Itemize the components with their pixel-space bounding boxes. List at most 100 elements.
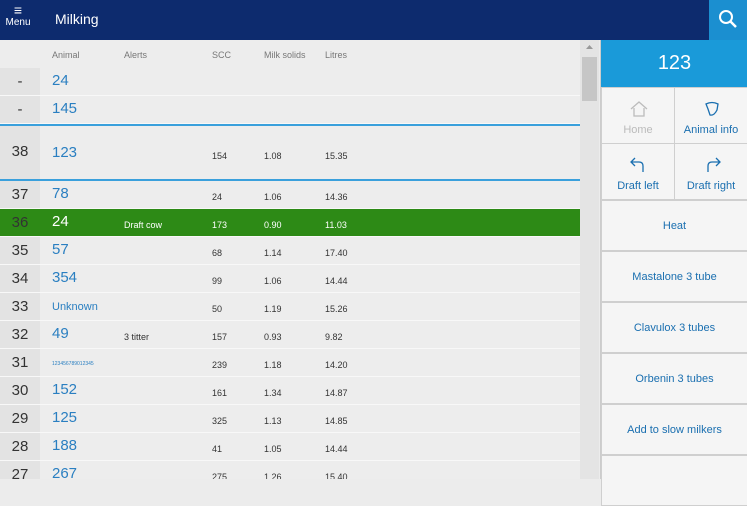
column-header: Litres — [325, 50, 348, 60]
scc-cell: 157 — [212, 332, 228, 342]
stall-cell: 28 — [11, 438, 29, 455]
home-button[interactable]: Home — [601, 87, 675, 144]
stall-cell: 27 — [11, 466, 29, 479]
animal-cell: 57 — [52, 241, 69, 258]
solids-cell: 0.93 — [264, 332, 282, 342]
solids-cell: 1.08 — [264, 151, 282, 161]
solids-cell: 0.90 — [264, 220, 282, 230]
stall-cell: - — [17, 73, 23, 90]
animal-cell: 49 — [52, 325, 69, 342]
table-row[interactable]: 37 78 24 1.06 14.36 — [0, 181, 580, 209]
scc-cell: 24 — [212, 192, 223, 202]
page-title: Milking — [55, 11, 99, 27]
table-row[interactable]: 33 Unknown 50 1.19 15.26 — [0, 293, 580, 321]
solids-cell: 1.19 — [264, 304, 282, 314]
table-row[interactable]: 34 354 99 1.06 14.44 — [0, 265, 580, 293]
action-button[interactable]: Add to slow milkers — [601, 404, 747, 455]
litres-cell: 14.20 — [325, 360, 348, 370]
action-button[interactable]: Clavulox 3 tubes — [601, 302, 747, 353]
animal-cell: 125 — [52, 409, 78, 426]
column-header: Alerts — [124, 50, 148, 60]
litres-cell: 14.87 — [325, 388, 348, 398]
litres-cell: 14.44 — [325, 444, 348, 454]
solids-cell: 1.18 — [264, 360, 282, 370]
action-button[interactable]: Mastalone 3 tube — [601, 251, 747, 302]
table-row[interactable]: - 145 — [0, 96, 580, 124]
scc-cell: 99 — [212, 276, 223, 286]
litres-cell: 17.40 — [325, 248, 348, 258]
litres-cell: 15.26 — [325, 304, 348, 314]
litres-cell: 15.40 — [325, 472, 348, 479]
table-row[interactable]: 30 152 161 1.34 14.87 — [0, 377, 580, 405]
stall-cell: 34 — [11, 270, 29, 287]
table-row[interactable]: 38 123 154 1.08 15.35 — [0, 124, 580, 181]
search-button[interactable] — [709, 0, 747, 40]
table-row[interactable]: - 24 — [0, 68, 580, 96]
litres-cell: 9.82 — [325, 332, 343, 342]
stall-cell: 29 — [11, 410, 29, 427]
scroll-up[interactable] — [580, 40, 599, 54]
column-header: SCC — [212, 50, 232, 60]
solids-cell: 1.05 — [264, 444, 282, 454]
scroll-thumb[interactable] — [582, 57, 597, 101]
more-button[interactable] — [601, 455, 747, 506]
animal-cell: Unknown — [52, 301, 98, 313]
draft-right-button[interactable]: Draft right — [674, 143, 747, 200]
litres-cell: 11.03 — [325, 220, 347, 230]
table-row[interactable]: 35 57 68 1.14 17.40 — [0, 237, 580, 265]
animal-cell: 354 — [52, 269, 78, 286]
scc-cell: 50 — [212, 304, 223, 314]
stall-column — [0, 40, 40, 479]
litres-cell: 14.36 — [325, 192, 348, 202]
menu-button[interactable]: ≡ Menu — [5, 2, 31, 28]
scc-cell: 68 — [212, 248, 223, 258]
table-row[interactable]: 29 125 325 1.13 14.85 — [0, 405, 580, 433]
table-rows: -24-145 38 123 154 1.08 15.35 37 78 24 1.06 14.36 3… — [0, 68, 580, 479]
solids-cell: 1.26 — [264, 472, 282, 479]
side-panel: 123 Home Animal info Draft left Draft ri… — [600, 40, 747, 506]
solids-cell: 1.34 — [264, 388, 282, 398]
stall-cell: 31 — [11, 354, 29, 371]
column-header: Milk solids — [264, 50, 306, 60]
litres-cell: 15.35 — [325, 151, 348, 161]
scc-cell: 41 — [212, 444, 223, 454]
stall-cell: 32 — [11, 326, 29, 343]
draft-left-button[interactable]: Draft left — [601, 143, 675, 200]
scc-cell: 154 — [212, 151, 228, 161]
table-row[interactable]: 36 24 Draft cow 173 0.90 11.03 — [0, 209, 580, 237]
scc-cell: 275 — [212, 472, 228, 479]
animal-cell: 123 — [52, 144, 78, 161]
top-bar: ≡ Menu Milking — [0, 0, 747, 40]
alert-cell: 3 titter — [124, 332, 150, 342]
button-label: Draft right — [686, 180, 736, 192]
stall-cell: - — [17, 101, 23, 118]
litres-cell: 14.85 — [325, 416, 348, 426]
column-header: Animal — [52, 50, 80, 60]
button-label: Draft left — [617, 180, 659, 192]
animal-cell: 267 — [52, 465, 78, 479]
action-button[interactable]: Heat — [601, 200, 747, 251]
animal-info-button[interactable]: Animal info — [674, 87, 747, 144]
table-row[interactable]: 31 123456789012345 239 1.18 14.20 — [0, 349, 580, 377]
button-label: Home — [623, 124, 653, 136]
scc-cell: 239 — [212, 360, 228, 370]
table-row[interactable]: 27 267 275 1.26 15.40 — [0, 461, 580, 479]
scrollbar[interactable] — [580, 40, 599, 479]
alert-cell: Draft cow — [124, 220, 163, 230]
menu-label: Menu — [5, 17, 31, 28]
stall-cell: 36 — [11, 214, 29, 231]
scc-cell: 173 — [212, 220, 228, 230]
action-button[interactable]: Orbenin 3 tubes — [601, 353, 747, 404]
solids-cell: 1.13 — [264, 416, 282, 426]
solids-cell: 1.06 — [264, 192, 282, 202]
table-row[interactable]: 28 188 41 1.05 14.44 — [0, 433, 580, 461]
stall-cell: 35 — [11, 242, 29, 259]
milking-table: Animal Alerts SCC Milk solids Litres - 24 - 145… — [0, 40, 580, 479]
button-label: Animal info — [683, 124, 739, 136]
animal-cell: 78 — [52, 185, 69, 202]
table-row[interactable]: 32 49 3 titter 157 0.93 9.82 — [0, 321, 580, 349]
animal-cell: 145 — [52, 100, 78, 117]
scc-cell: 161 — [212, 388, 228, 398]
animal-cell: 24 — [52, 72, 69, 89]
